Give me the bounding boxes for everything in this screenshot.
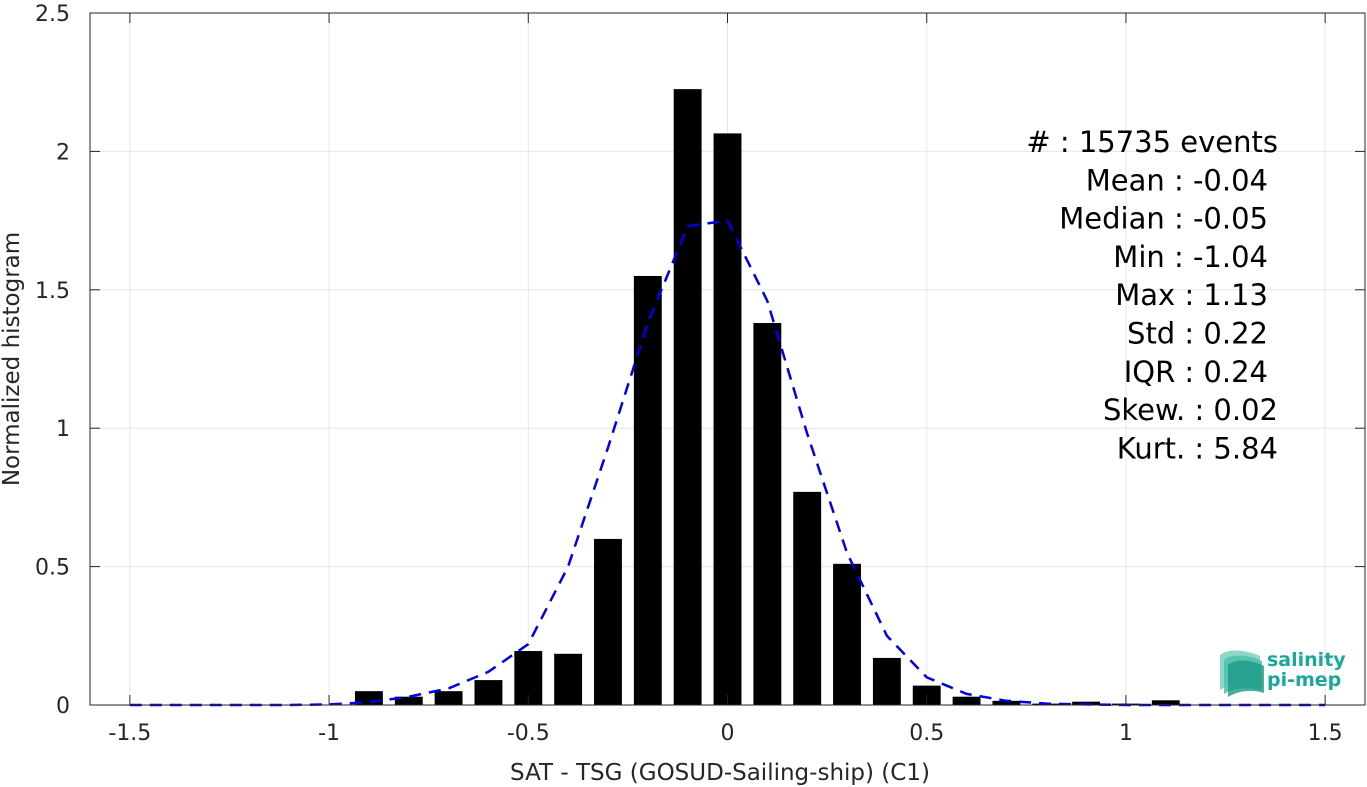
- bar-13: [873, 658, 901, 705]
- bar-9: [714, 133, 742, 705]
- x-tick-label-0: -1.5: [108, 721, 151, 746]
- stats-line-2: Median : -0.05: [1059, 202, 1268, 236]
- bar-10: [753, 323, 781, 705]
- bar-3: [474, 680, 502, 705]
- salinity-pi-mep-logo: salinity pi-mep: [1220, 649, 1346, 697]
- y-tick-label-1: 0.5: [35, 556, 70, 581]
- logo-line-2: pi-mep: [1267, 669, 1341, 691]
- stats-line-6: IQR : 0.24: [1124, 355, 1268, 389]
- bar-5: [554, 654, 582, 705]
- x-axis-label: SAT - TSG (GOSUD-Sailing-ship) (C1): [510, 760, 930, 786]
- stats-line-3: Min : -1.04: [1113, 240, 1268, 274]
- stats-line-4: Max : 1.13: [1115, 278, 1268, 312]
- bar-11: [793, 492, 821, 705]
- bar-15: [953, 697, 981, 705]
- y-tick-label-0: 0: [56, 694, 70, 719]
- x-tick-labels: -1.5 -1 -0.5 0 0.5 1 1.5: [108, 721, 1342, 746]
- x-tick-label-3: 0: [721, 721, 735, 746]
- y-tick-label-4: 2: [56, 140, 70, 165]
- bar-2: [435, 691, 463, 705]
- x-tick-label-1: -1: [318, 721, 340, 746]
- y-tick-label-5: 2.5: [35, 2, 70, 27]
- bar-6: [594, 539, 622, 705]
- stats-line-0: # : 15735 events: [1026, 125, 1278, 159]
- bar-7: [634, 276, 662, 705]
- x-tick-label-6: 1.5: [1308, 721, 1343, 746]
- stats-line-8: Kurt. : 5.84: [1117, 431, 1278, 465]
- stats-line-5: Std : 0.22: [1127, 317, 1268, 351]
- x-tick-label-2: -0.5: [507, 721, 550, 746]
- bar-12: [833, 564, 861, 705]
- y-tick-label-3: 1.5: [35, 279, 70, 304]
- y-tick-label-2: 1: [56, 417, 70, 442]
- x-tick-label-4: 0.5: [909, 721, 944, 746]
- stats-line-7: Skew. : 0.02: [1103, 393, 1278, 427]
- y-axis-label: Normalized histogram: [0, 232, 25, 486]
- bar-8: [674, 89, 702, 705]
- wave-logo-icon: [1220, 651, 1264, 697]
- stats-line-1: Mean : -0.04: [1086, 163, 1268, 197]
- logo-line-1: salinity: [1267, 649, 1346, 671]
- x-tick-label-5: 1: [1119, 721, 1133, 746]
- y-tick-labels: 0 0.5 1 1.5 2 2.5: [35, 2, 70, 719]
